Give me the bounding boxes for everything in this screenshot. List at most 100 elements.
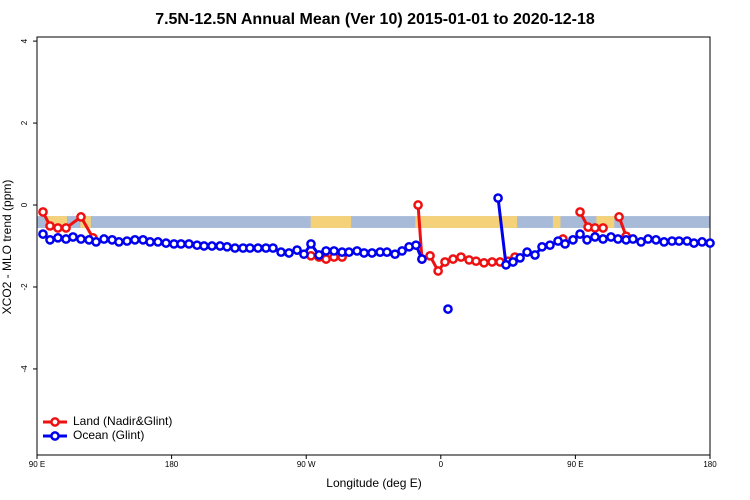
data-point [443, 304, 453, 314]
data-point [613, 234, 623, 244]
x-tick-label: 90 E [567, 460, 583, 469]
data-point [53, 232, 63, 243]
land-span [415, 216, 518, 228]
data-point [306, 239, 316, 249]
data-point [425, 250, 435, 261]
y-tick-label: 2 [20, 120, 29, 125]
data-point [417, 254, 427, 264]
legend-entry: Land (Nadir&Glint) [43, 414, 172, 428]
data-point [545, 240, 555, 251]
legend-marker [50, 431, 60, 441]
data-point [440, 257, 450, 267]
data-point [91, 237, 101, 247]
y-tick-label: -2 [20, 283, 29, 291]
data-point [590, 232, 600, 242]
x-tick-label: 180 [703, 460, 717, 469]
data-point [145, 237, 155, 247]
data-point [471, 256, 481, 267]
legend-entry: Ocean (Glint) [43, 428, 144, 442]
data-point [268, 243, 278, 253]
data-point [114, 237, 124, 247]
data-point [130, 235, 140, 245]
data-point [68, 232, 78, 242]
data-point [448, 254, 458, 264]
data-point [598, 223, 608, 233]
y-tick-label: 4 [20, 38, 29, 43]
data-point [697, 237, 707, 247]
x-tick-label: 90 W [297, 460, 316, 469]
data-point [61, 223, 71, 233]
data-point [230, 243, 240, 253]
land-span [552, 216, 561, 228]
data-point [314, 250, 324, 260]
data-point [508, 257, 518, 267]
data-point [292, 245, 302, 255]
land-span [310, 216, 352, 228]
data-point [479, 257, 489, 268]
data-point [689, 238, 699, 248]
data-point [598, 234, 608, 244]
x-axis-label: Longitude (deg E) [326, 476, 421, 490]
data-point [537, 241, 547, 252]
data-point [344, 247, 354, 257]
data-point [411, 240, 421, 251]
reference-band [37, 216, 710, 228]
data-point [245, 243, 255, 253]
data-point [568, 235, 578, 245]
plot-frame [36, 36, 711, 456]
y-axis-label: XCO2 - MLO trend (ppm) [0, 180, 14, 315]
data-point [359, 248, 369, 258]
chart-title: 7.5N-12.5N Annual Mean (Ver 10) 2015-01-… [155, 11, 595, 28]
data-point [76, 234, 86, 244]
data-point [122, 236, 132, 246]
data-point [199, 241, 209, 251]
data-point [575, 207, 585, 217]
data-point [413, 200, 423, 210]
data-point [45, 221, 55, 231]
data-point [45, 235, 55, 245]
legend-label: Land (Nadir&Glint) [73, 414, 172, 428]
data-point [321, 246, 331, 256]
data-point [207, 241, 217, 251]
data-point [582, 235, 592, 245]
y-tick-label: -4 [20, 365, 29, 373]
data-point [522, 247, 532, 257]
data-point [530, 250, 540, 260]
x-tick-label: 90 E [29, 460, 45, 469]
data-point [659, 237, 669, 247]
data-point [253, 243, 263, 253]
data-point [76, 212, 86, 222]
data-point [99, 234, 109, 244]
data-point [161, 238, 171, 248]
data-point [397, 246, 407, 256]
data-point [284, 248, 294, 258]
data-point [515, 253, 525, 263]
data-point [176, 239, 186, 249]
data-point [674, 236, 684, 246]
data-point [493, 193, 503, 203]
data-point [53, 223, 63, 233]
data-point [38, 229, 48, 239]
data-point [222, 241, 232, 252]
land-span [596, 216, 615, 228]
data-point [575, 229, 585, 239]
data-point [487, 257, 497, 267]
data-point [614, 212, 624, 222]
data-point [184, 239, 194, 249]
data-point [367, 248, 377, 258]
data-point [153, 237, 163, 247]
x-tick-label: 180 [165, 460, 179, 469]
data-point [276, 247, 286, 257]
data-point [456, 252, 466, 262]
legend-marker [50, 417, 60, 427]
data-point [382, 247, 392, 257]
data-point [433, 266, 443, 276]
legend-label: Ocean (Glint) [73, 428, 144, 442]
data-point [628, 234, 638, 244]
data-point [329, 246, 339, 256]
x-tick-label: 0 [439, 460, 444, 469]
data-point [560, 239, 570, 249]
data-point [705, 238, 715, 248]
y-tick-label: 0 [20, 202, 29, 207]
